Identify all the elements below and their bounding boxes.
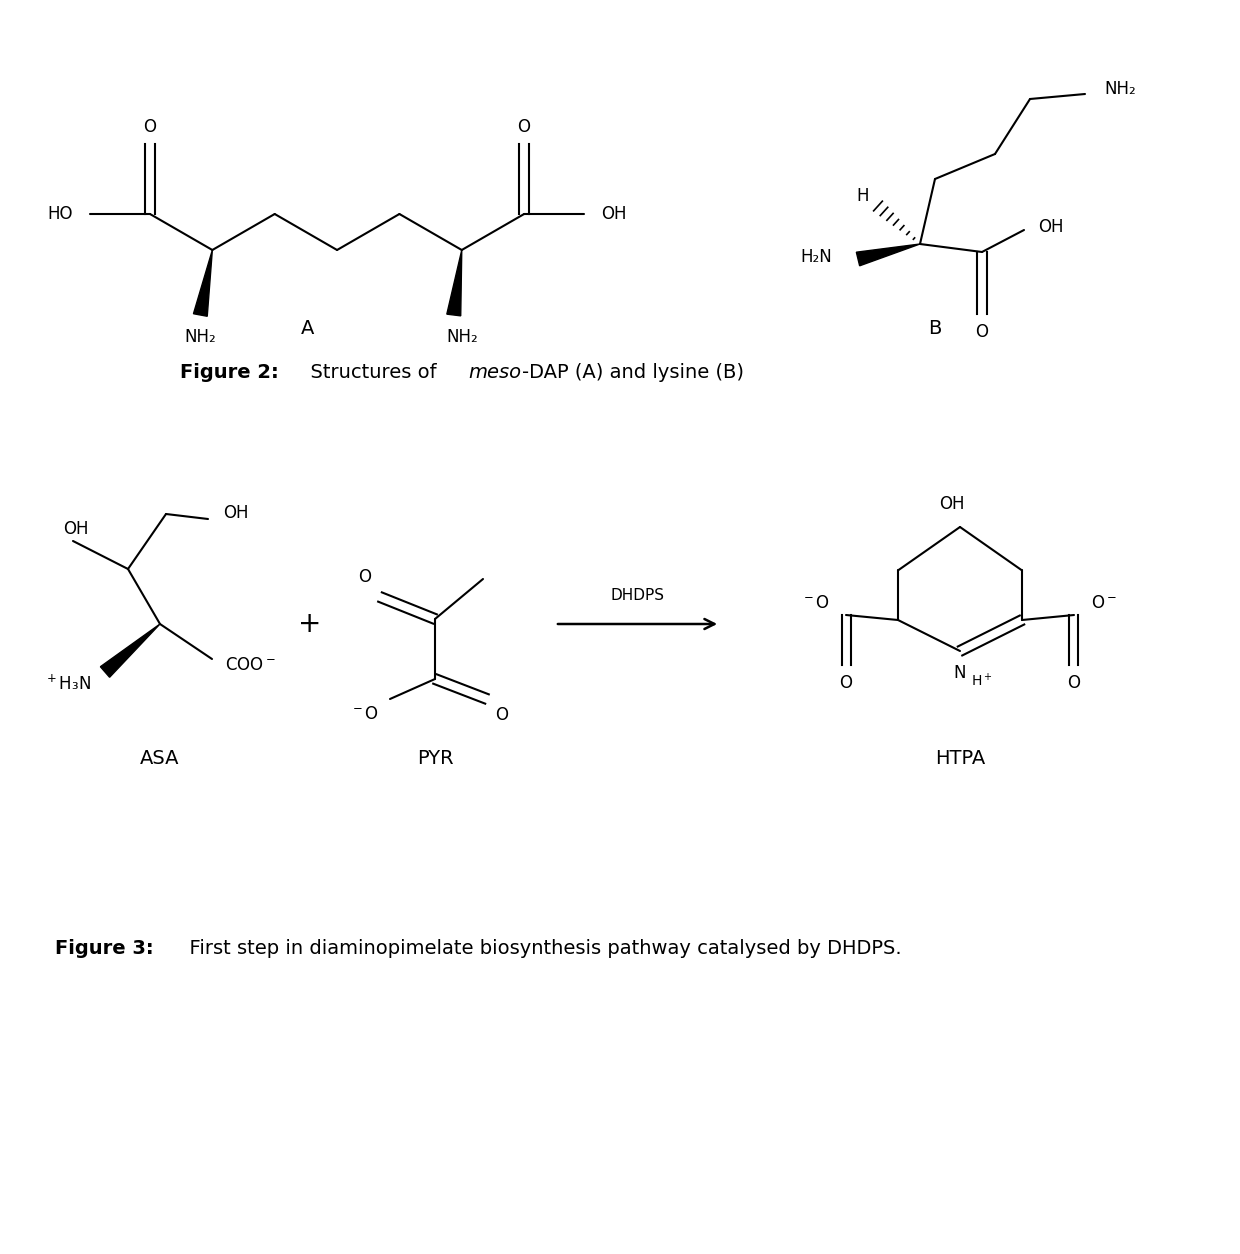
Text: Figure 3:: Figure 3: xyxy=(55,939,154,958)
Text: -DAP (A) and lysine (B): -DAP (A) and lysine (B) xyxy=(522,362,744,381)
Text: O: O xyxy=(517,118,531,135)
Text: $^+$H₃N: $^+$H₃N xyxy=(43,675,91,693)
Polygon shape xyxy=(193,250,212,316)
Text: O: O xyxy=(358,568,372,586)
Text: H₂N: H₂N xyxy=(800,248,832,266)
Text: O$^-$: O$^-$ xyxy=(1091,594,1117,612)
Text: meso: meso xyxy=(467,362,521,381)
Text: B: B xyxy=(929,320,941,339)
Text: HO: HO xyxy=(47,204,73,223)
Text: OH: OH xyxy=(63,520,89,538)
Text: O: O xyxy=(839,673,853,692)
Polygon shape xyxy=(446,250,461,316)
Text: OH: OH xyxy=(601,204,627,223)
Text: A: A xyxy=(300,320,314,339)
Text: Figure 2:: Figure 2: xyxy=(180,362,279,381)
Text: O: O xyxy=(496,706,508,724)
Text: H$^+$: H$^+$ xyxy=(971,672,993,690)
Text: COO$^-$: COO$^-$ xyxy=(224,656,275,673)
Text: OH: OH xyxy=(939,495,965,513)
Text: HTPA: HTPA xyxy=(935,750,985,769)
Text: First step in diaminopimelate biosynthesis pathway catalysed by DHDPS.: First step in diaminopimelate biosynthes… xyxy=(177,939,901,958)
Text: DHDPS: DHDPS xyxy=(610,588,665,603)
Text: O: O xyxy=(1068,673,1080,692)
Text: PYR: PYR xyxy=(417,750,454,769)
Polygon shape xyxy=(857,245,920,266)
Text: Structures of: Structures of xyxy=(298,362,443,381)
Text: $^-$O: $^-$O xyxy=(351,705,379,724)
Text: NH₂: NH₂ xyxy=(185,329,216,346)
Polygon shape xyxy=(100,624,160,677)
Text: O: O xyxy=(976,324,988,341)
Text: $^-$O: $^-$O xyxy=(801,594,831,612)
Text: O: O xyxy=(144,118,156,135)
Text: NH₂: NH₂ xyxy=(446,329,477,346)
Text: OH: OH xyxy=(223,504,249,522)
Text: +: + xyxy=(299,609,321,638)
Text: NH₂: NH₂ xyxy=(1104,80,1136,98)
Text: OH: OH xyxy=(1038,218,1064,236)
Text: H: H xyxy=(857,187,869,204)
Text: N: N xyxy=(954,665,966,682)
Text: ASA: ASA xyxy=(140,750,180,769)
